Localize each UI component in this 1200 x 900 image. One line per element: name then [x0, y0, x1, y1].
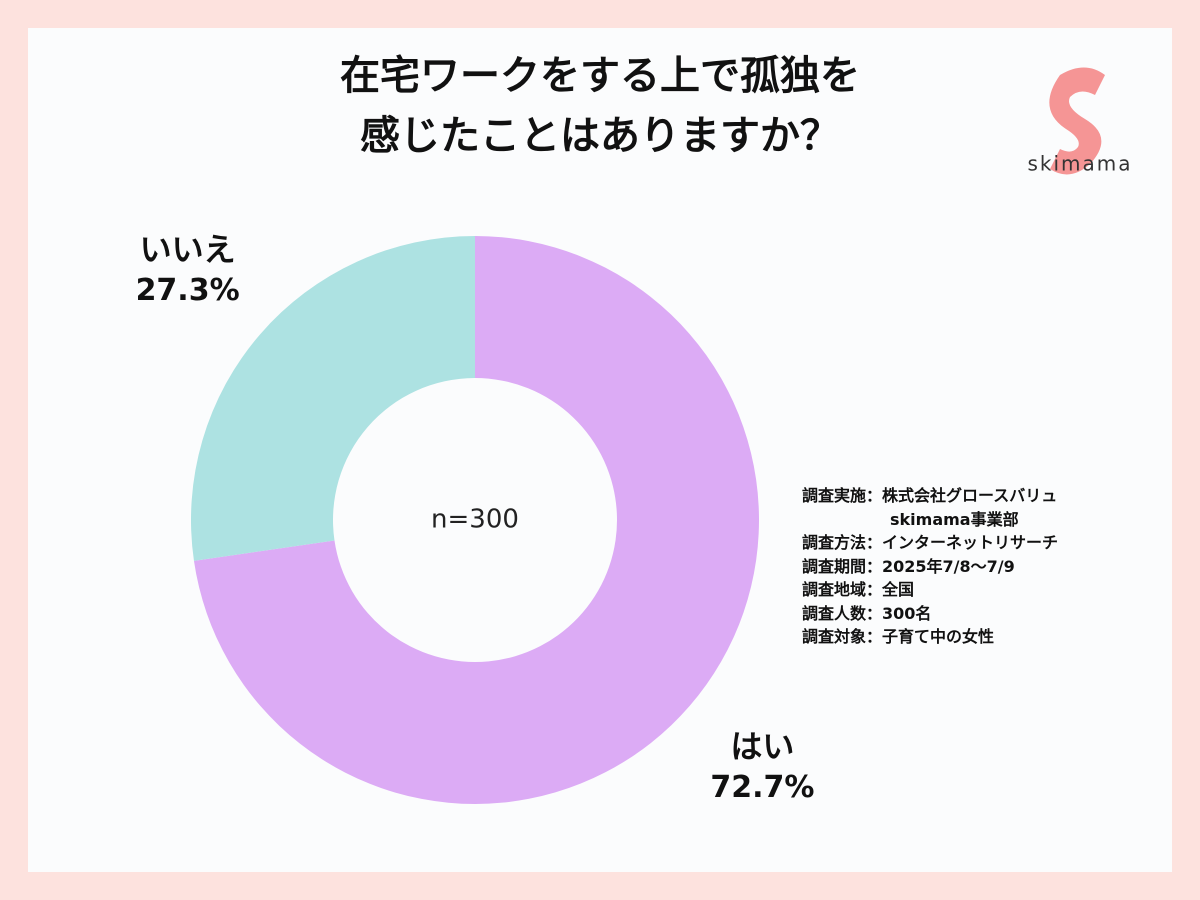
note: 調査方法：インターネットリサーチ	[802, 533, 1059, 552]
survey-notes: 調査実施：株式会社グロースバリュ skimama事業部 調査方法：インターネット…	[802, 484, 1058, 649]
donut-slice	[193, 236, 760, 804]
note: 調査実施：株式会社グロースバリュ	[802, 486, 1058, 505]
slice-label: いいえ	[140, 230, 236, 268]
logo-mark	[1049, 67, 1105, 175]
slice-label: はい	[730, 728, 794, 766]
note: 調査人数：300名	[802, 603, 932, 623]
slice-value-label: 27.3%	[136, 273, 240, 308]
note: skimama事業部	[890, 509, 1019, 529]
donut-slice	[191, 236, 475, 561]
note: 調査対象：子育て中の女性	[802, 627, 995, 646]
logo-text: skimama	[1027, 152, 1132, 176]
center-label: n=300	[431, 505, 519, 535]
note: 調査地域：全国	[802, 580, 915, 599]
slice-value-label: 72.7%	[710, 770, 814, 805]
note: 調査期間：2025年7/8〜7/9	[802, 556, 1015, 576]
chart-title: 感じたことはありますか？	[360, 113, 840, 159]
chart-title: 在宅ワークをする上で孤独を	[340, 53, 860, 99]
